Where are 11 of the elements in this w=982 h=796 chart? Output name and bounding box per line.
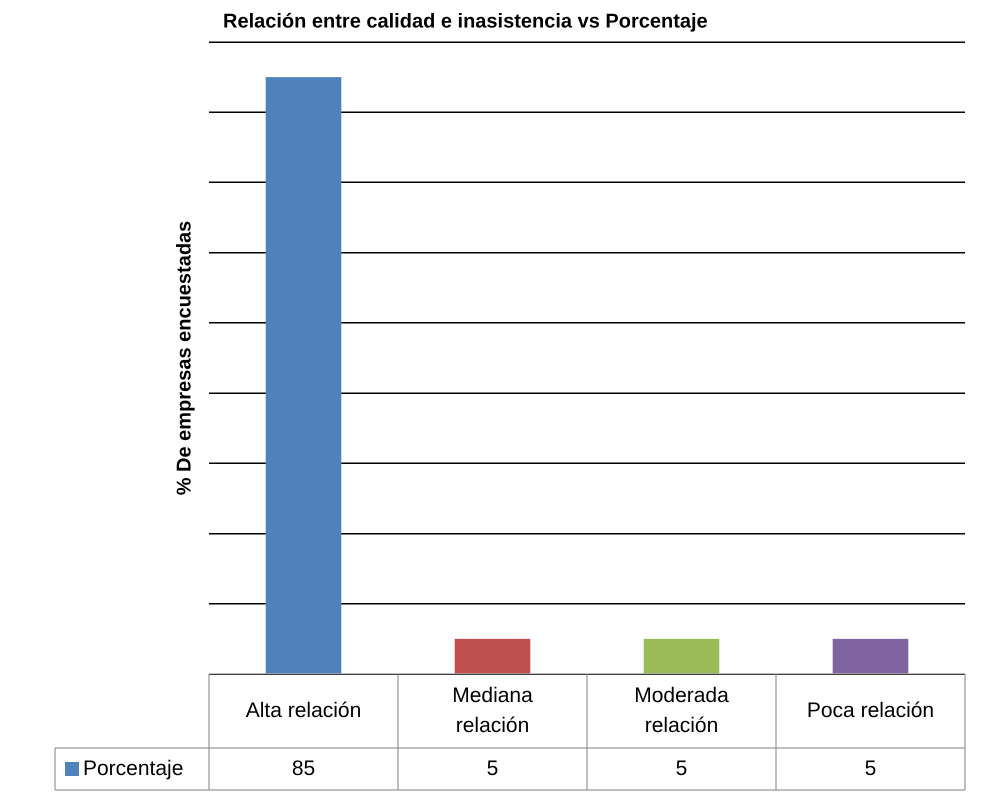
y-axis-title: % De empresas encuestadas — [174, 220, 196, 496]
data-label: 5 — [676, 756, 688, 780]
chart-title: Relación entre calidad e inasistencia vs Porcentaje — [223, 10, 708, 33]
data-label: 85 — [292, 756, 316, 780]
x-tick-label: Alta relación — [246, 698, 362, 722]
data-label: 5 — [486, 756, 498, 780]
legend-label: Porcentaje — [83, 756, 184, 780]
data-label: 5 — [864, 756, 876, 780]
x-tick-label: Poca relación — [806, 698, 934, 722]
x-tick-label: Mediana relación — [452, 684, 534, 737]
x-tick-label: Moderada relación — [634, 684, 730, 737]
